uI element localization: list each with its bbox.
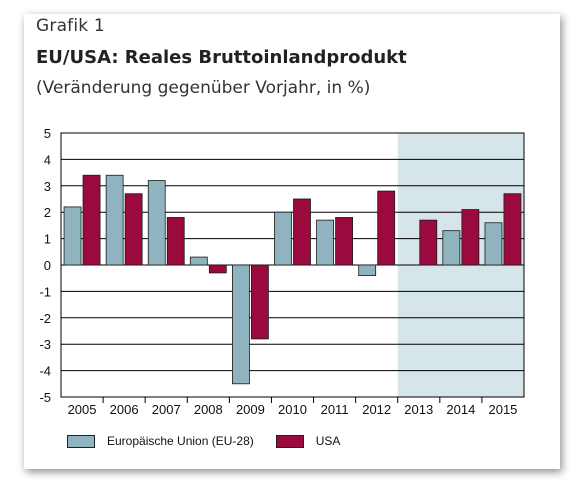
bar-eu [63, 206, 82, 266]
x-tick-label: 2015 [488, 402, 517, 417]
bar-eu [189, 256, 208, 266]
chart-subtitle: (Veränderung gegenüber Vorjahr, in %) [36, 78, 371, 98]
bar-usa [293, 198, 311, 266]
figure-label: Grafik 1 [36, 16, 105, 36]
bar-usa [251, 264, 269, 340]
bar-eu [316, 219, 334, 266]
x-tick-label: 2005 [68, 402, 97, 417]
plot-frame-layer [60, 132, 525, 403]
x-tick-label: 2013 [404, 402, 433, 417]
x-tick-label: 2006 [110, 402, 139, 417]
x-tick-label: 2009 [236, 402, 265, 417]
bar-eu [105, 174, 124, 266]
bar-usa [461, 209, 480, 266]
legend-item-eu: Europäische Union (EU-28) [67, 434, 254, 448]
bar-eu [358, 264, 377, 276]
y-tick-label: 0 [44, 258, 51, 273]
y-tick-label: -4 [39, 364, 51, 379]
legend-label-usa: USA [315, 434, 341, 448]
tick-label-layer: 5 4 3 2 1 0 -1 -2 -3 -4 -5 2005 2006 2007 2008 2009 2010… [39, 126, 517, 417]
bar-usa [419, 219, 438, 266]
plot-frame [60, 132, 525, 398]
x-tick-label: 2011 [321, 402, 349, 417]
bar-usa [503, 193, 522, 266]
x-tick-label: 2007 [152, 402, 181, 417]
bar-eu [232, 264, 250, 385]
legend-swatch-usa [275, 434, 304, 448]
legend-swatch-eu [67, 434, 95, 448]
bar-eu [147, 180, 166, 266]
legend-label-eu: Europäische Union (EU-28) [107, 434, 254, 448]
y-tick-label: 1 [44, 232, 51, 247]
y-tick-label: 5 [44, 126, 51, 141]
y-tick-label: -3 [39, 337, 51, 352]
x-tick-label: 2014 [446, 402, 475, 417]
y-tick-label: 3 [44, 179, 51, 194]
x-tick-label: 2008 [194, 402, 223, 417]
bar-eu [442, 230, 461, 266]
bar-layer [63, 174, 522, 385]
bar-usa [82, 174, 101, 266]
bar-usa [124, 193, 143, 266]
y-tick-label: -5 [39, 390, 51, 405]
bar-usa [377, 190, 396, 266]
bar-eu [484, 222, 503, 266]
y-tick-label: -1 [39, 284, 51, 299]
x-tick-label: 2012 [362, 402, 391, 417]
legend: Europäische Union (EU-28) USA [67, 434, 362, 448]
y-tick-label: -2 [39, 311, 51, 326]
y-tick-label: 4 [44, 152, 51, 167]
bar-usa [335, 217, 353, 266]
bar-usa [208, 264, 227, 274]
bar-usa [166, 217, 185, 266]
bar-eu [274, 211, 292, 266]
legend-item-usa: USA [275, 434, 341, 448]
chart-title: EU/USA: Reales Bruttoinlandprodukt [36, 47, 407, 68]
x-tick-label: 2010 [278, 402, 307, 417]
y-tick-label: 2 [44, 205, 51, 220]
